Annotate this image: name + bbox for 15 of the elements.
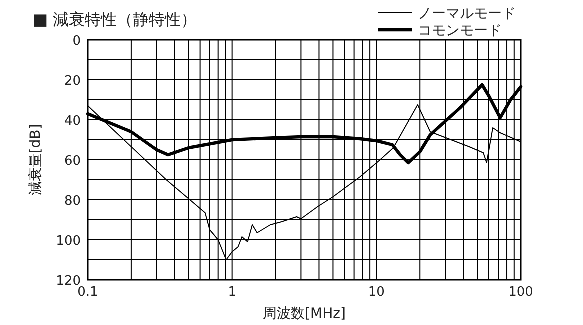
x-tick-label: 100 (508, 285, 534, 300)
y-tick-label: 0 (72, 34, 81, 49)
chart-title: ■ 減衰特性（静特性） (33, 10, 198, 29)
y-tick-label: 100 (56, 234, 81, 249)
x-tick-label: 0.1 (78, 285, 98, 300)
x-axis-title: 周波数[MHz] (263, 306, 346, 322)
y-tick-label: 20 (64, 74, 81, 89)
y-tick-label: 80 (64, 194, 81, 209)
y-axis-title: 減衰量[dB] (28, 124, 44, 196)
y-tick-label: 60 (64, 154, 81, 169)
legend-label: コモンモード (418, 23, 502, 39)
y-tick-label: 40 (64, 114, 81, 129)
x-tick-label: 10 (368, 285, 385, 300)
x-tick-label: 1 (228, 285, 236, 300)
legend-label: ノーマルモード (418, 6, 516, 22)
